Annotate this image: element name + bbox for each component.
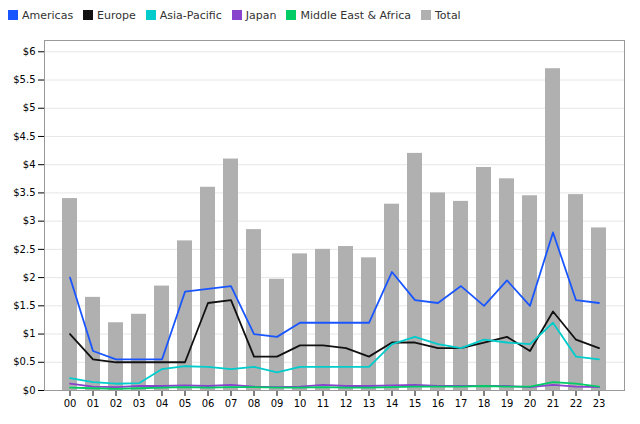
svg-text:$4.5: $4.5 (13, 131, 35, 142)
svg-text:$3.5: $3.5 (13, 187, 35, 198)
html-text:Americas: Americas (22, 8, 74, 22)
svg-text:21: 21 (547, 398, 560, 409)
svg-text:09: 09 (271, 398, 284, 409)
svg-text:07: 07 (225, 398, 238, 409)
svg-text:17: 17 (455, 398, 468, 409)
svg-text:18: 18 (478, 398, 491, 409)
svg-text:00: 00 (64, 398, 77, 409)
svg-text:01: 01 (87, 398, 100, 409)
svg-text:$1: $1 (23, 328, 36, 339)
svg-text:$2: $2 (23, 272, 36, 283)
svg-text:22: 22 (570, 398, 583, 409)
html-text:Asia-Pacific: Asia-Pacific (159, 8, 222, 22)
svg-text:08: 08 (248, 398, 261, 409)
svg-text:19: 19 (501, 398, 514, 409)
svg-text:11: 11 (317, 398, 330, 409)
svg-text:$4: $4 (23, 159, 36, 170)
svg-text:06: 06 (202, 398, 215, 409)
svg-text:03: 03 (133, 398, 146, 409)
svg-text:$2.5: $2.5 (13, 244, 35, 255)
svg-text:$6: $6 (23, 46, 36, 57)
html-text:Japan: Japan (245, 8, 277, 22)
html-text:Total: Total (435, 8, 461, 22)
svg-text:12: 12 (340, 398, 353, 409)
svg-text:13: 13 (363, 398, 376, 409)
svg-text:14: 14 (386, 398, 399, 409)
svg-text:$0.5: $0.5 (13, 356, 35, 367)
svg-text:16: 16 (432, 398, 445, 409)
svg-text:10: 10 (294, 398, 307, 409)
svg-text:05: 05 (179, 398, 192, 409)
svg-text:$1.5: $1.5 (13, 300, 35, 311)
svg-text:20: 20 (524, 398, 537, 409)
svg-text:$5.5: $5.5 (13, 74, 35, 85)
svg-text:$5: $5 (23, 102, 36, 113)
html-text:Europe: Europe (97, 8, 136, 22)
html-text:Middle East & Africa: Middle East & Africa (300, 8, 411, 22)
svg-text:23: 23 (593, 398, 606, 409)
svg-text:$3: $3 (23, 215, 36, 226)
svg-text:02: 02 (110, 398, 123, 409)
svg-text:04: 04 (156, 398, 169, 409)
svg-text:$0: $0 (23, 385, 36, 396)
svg-text:15: 15 (409, 398, 422, 409)
